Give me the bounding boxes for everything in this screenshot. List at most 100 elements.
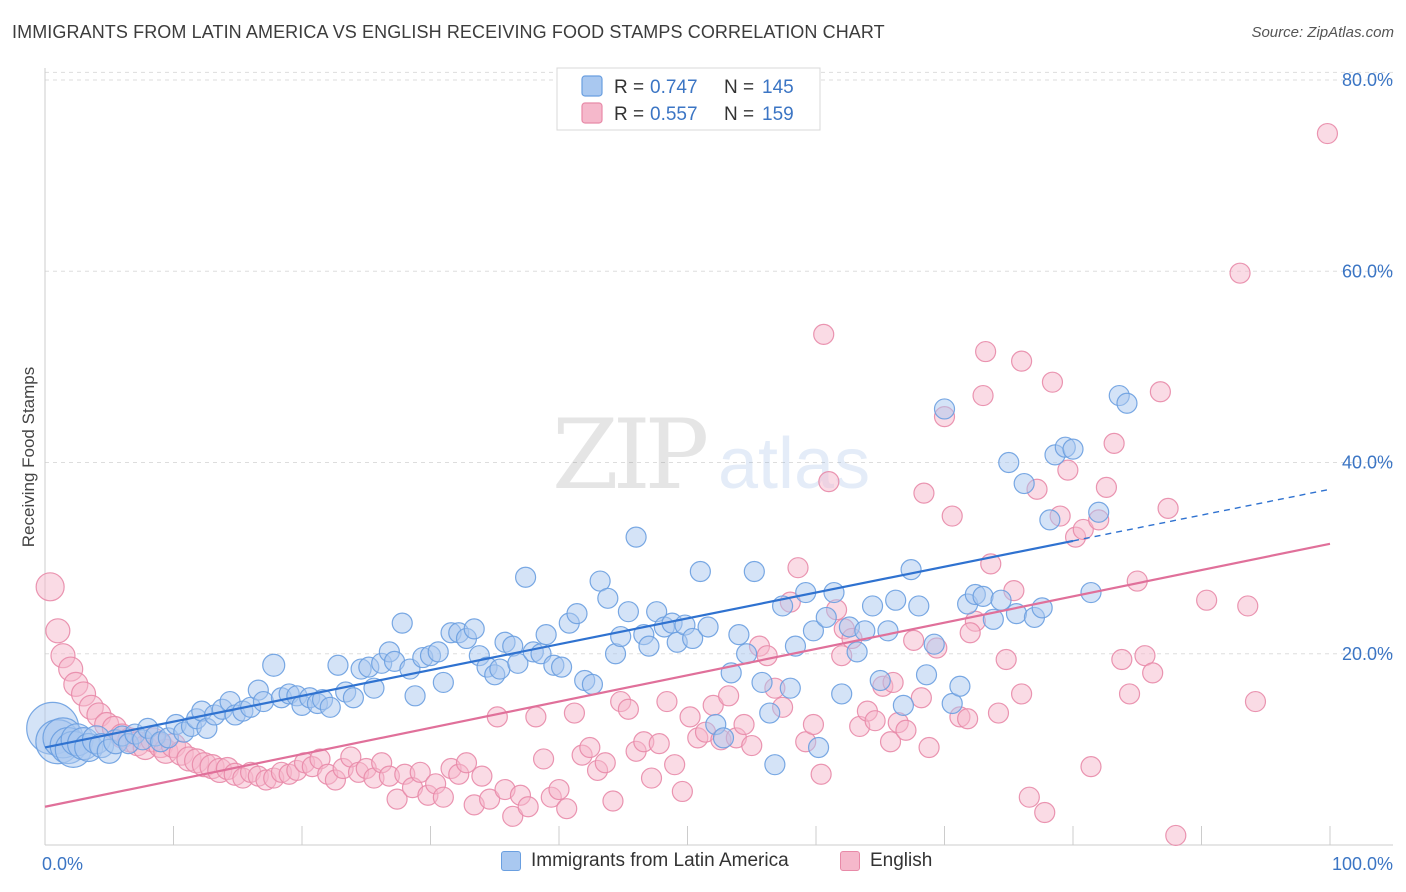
english-point-127	[1010, 683, 1033, 705]
english-point-144	[1142, 662, 1164, 684]
english-point-147	[1165, 824, 1187, 847]
english-point-113	[903, 629, 925, 651]
english-point-100	[802, 713, 825, 736]
stats-legend: R = 0.747 N = 145 R = 0.557 N = 159	[556, 67, 821, 131]
english-point-80	[648, 733, 670, 755]
latin-america-point-54	[404, 685, 426, 707]
latin-america-point-128	[949, 675, 971, 697]
latin-america-point-120	[885, 589, 907, 611]
latin-america-point-70	[514, 566, 537, 588]
latin-america-point-73	[535, 624, 557, 646]
latin-america-point-122	[900, 558, 922, 581]
english-point-65	[532, 748, 555, 770]
latin-america-point-101	[743, 560, 765, 583]
english-point-0	[35, 572, 65, 602]
latin-america-point-43	[327, 654, 349, 676]
latin-america-point-102	[751, 671, 773, 694]
english-point-140	[1111, 648, 1133, 671]
watermark-atlas: atlas	[718, 424, 870, 504]
english-point-59	[486, 706, 508, 728]
source-label: Source: ZipAtlas.com	[1251, 24, 1394, 41]
y-tick-label-20: 20.0%	[1342, 644, 1393, 664]
latin-america-point-93	[682, 627, 704, 650]
legend-item-english[interactable]: English	[840, 850, 932, 872]
english-point-154	[1229, 262, 1251, 284]
series-legend: Immigrants from Latin America English	[0, 850, 1406, 880]
stats-swatch-pink	[581, 102, 603, 124]
english-point-128	[1018, 786, 1040, 808]
watermark: ZIP atlas	[552, 399, 870, 511]
latin-america-point-52	[391, 612, 413, 634]
latin-america-point-34	[262, 653, 286, 677]
latin-america-point-144	[1088, 501, 1110, 523]
latin-america-point-111	[815, 606, 837, 629]
latin-america-point-142	[1062, 438, 1084, 460]
latin-america-trend-line	[44, 539, 1074, 749]
latin-america-point-126	[933, 398, 956, 420]
latin-america-point-123	[908, 595, 930, 617]
english-point-69	[563, 702, 586, 724]
latin-america-point-139	[1039, 509, 1061, 531]
english-point-76	[617, 698, 639, 720]
latin-america-point-66	[489, 658, 511, 680]
stats-n-value-blue: 145	[762, 77, 794, 98]
y-axis-label: Receiving Food Stamps	[19, 367, 38, 547]
latin-america-point-131	[972, 585, 994, 607]
english-point-81	[656, 690, 678, 713]
stats-n-value-pink: 159	[762, 104, 794, 125]
english-point-82	[664, 754, 686, 776]
latin-america-point-84	[617, 601, 639, 623]
english-point-94	[756, 645, 778, 667]
latin-america-point-99	[728, 624, 750, 646]
english-trend-line	[44, 542, 1331, 808]
latin-america-point-136	[1013, 472, 1035, 495]
trend-lines	[44, 488, 1331, 808]
latin-america-point-146	[1116, 392, 1138, 414]
tick-labels: 20.0% 40.0% 60.0% 80.0% 0.0% 100.0%	[42, 70, 1393, 874]
y-tick-label-80: 80.0%	[1342, 70, 1393, 90]
english-point-155	[1316, 122, 1339, 145]
english-point-153	[975, 340, 997, 363]
latin-america-point-75	[550, 656, 573, 678]
legend-item-latin-america[interactable]: Immigrants from Latin America	[501, 850, 789, 872]
latin-america-point-116	[854, 620, 876, 642]
y-tick-label-40: 40.0%	[1342, 453, 1393, 473]
english-point-68	[556, 798, 578, 820]
latin-america-point-81	[597, 587, 619, 609]
latin-america-point-94	[689, 560, 711, 583]
latin-america-point-104	[764, 754, 786, 776]
legend-swatch-pink	[840, 851, 860, 871]
english-point-152	[813, 323, 835, 345]
latin-america-point-106	[779, 677, 801, 699]
latin-america-point-103	[759, 702, 781, 724]
english-point-64	[525, 706, 547, 728]
english-point-158	[959, 622, 981, 644]
english-point-79	[640, 767, 663, 789]
english-point-83	[671, 780, 693, 803]
latin-america-point-62	[463, 618, 485, 640]
english-point-138	[1095, 476, 1118, 498]
english-point-145	[1149, 381, 1171, 403]
english-point-67	[548, 778, 570, 801]
latin-america-point-119	[877, 620, 899, 642]
latin-america-point-57	[427, 641, 449, 663]
english-point-52	[432, 786, 454, 808]
latin-america-point-113	[831, 683, 853, 705]
latin-america-point-115	[846, 641, 868, 663]
english-point-63	[517, 796, 539, 818]
latin-america-point-79	[581, 673, 604, 695]
stats-r-value-blue: 0.747	[650, 77, 698, 98]
english-point-102	[818, 471, 840, 493]
english-point-141	[1118, 683, 1141, 705]
watermark-zip: ZIP	[552, 399, 707, 511]
english-point-89	[718, 685, 740, 707]
x-tick-label-100: 100.0%	[1332, 854, 1393, 874]
english-point-101	[810, 763, 832, 785]
english-point-91	[733, 713, 755, 736]
stats-swatch-blue	[581, 75, 603, 97]
stats-n-label-pink: N =	[724, 104, 754, 125]
english-point-71	[579, 736, 601, 759]
x-tick-label-0: 0.0%	[42, 854, 83, 874]
english-point-124	[987, 702, 1010, 724]
